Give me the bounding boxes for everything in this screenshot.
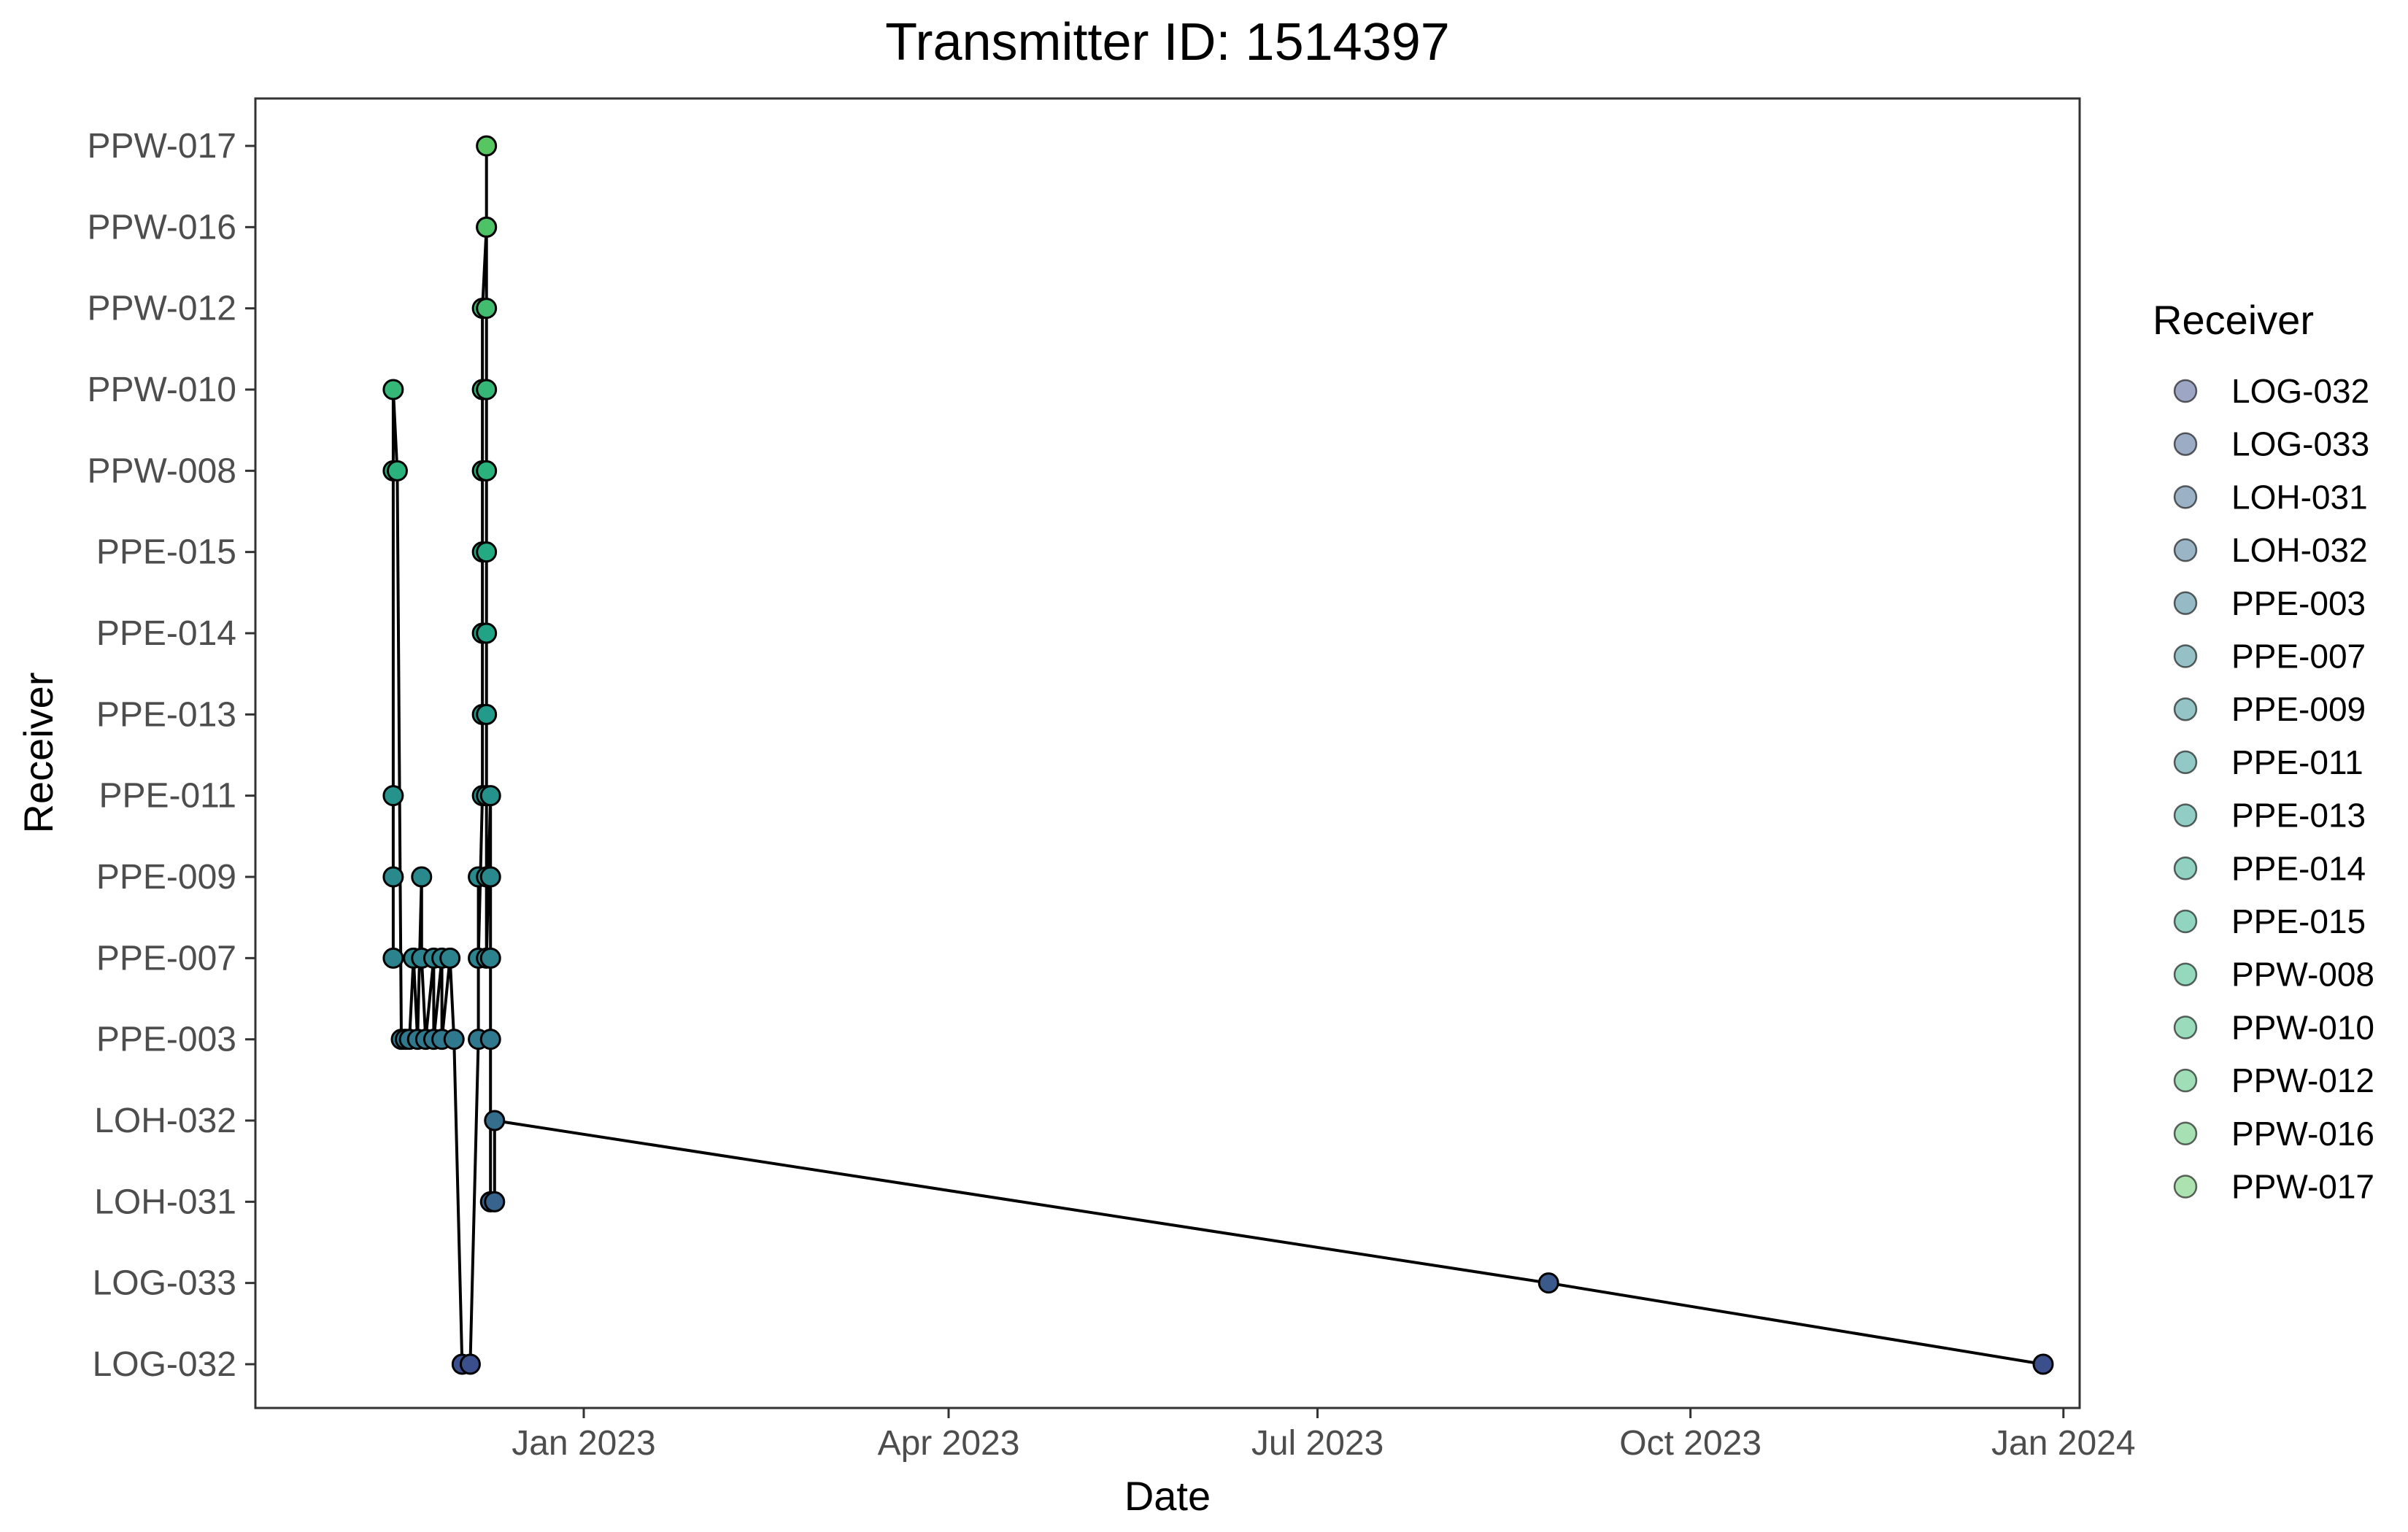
x-tick-label: Apr 2023	[878, 1424, 1020, 1463]
y-tick-label: LOH-031	[94, 1183, 236, 1221]
y-tick-label: PPE-015	[96, 533, 236, 572]
y-tick-label: PPE-013	[96, 695, 236, 734]
data-point	[476, 298, 498, 320]
legend-label: PPE-015	[2231, 902, 2366, 940]
plot-area: LOG-032 LOG-033 LOH-031 LOH-032 PPE-003 PPE-0…	[87, 97, 2136, 1463]
legend-key	[2173, 750, 2198, 775]
x-tick-label: Jul 2023	[1251, 1424, 1384, 1463]
data-point	[476, 622, 498, 644]
data-point	[382, 785, 404, 807]
data-point	[479, 866, 501, 888]
y-tick-label: PPE-009	[96, 858, 236, 897]
y-tick-label: PPW-012	[87, 290, 236, 328]
data-point	[459, 1353, 481, 1375]
x-axis: Jan 2023 Apr 2023 Jul 2023 Oct 2023 Jan 2024	[512, 1408, 2136, 1463]
legend-label: PPE-009	[2231, 690, 2366, 728]
y-tick-label: PPE-011	[99, 777, 236, 816]
legend-label: PPE-003	[2231, 584, 2366, 622]
legend: Receiver LOG-032 LOG-033 LOH-031 LOH-032 PPE…	[2153, 297, 2374, 1206]
legend-key	[2173, 379, 2198, 403]
y-tick-label: PPW-017	[87, 127, 236, 166]
legend-key	[2173, 909, 2198, 934]
legend-label: LOH-031	[2231, 478, 2368, 516]
legend-key	[2173, 591, 2198, 616]
data-point	[476, 703, 498, 725]
data-point	[386, 460, 408, 481]
plot-panel	[254, 97, 2081, 1409]
legend-title: Receiver	[2153, 297, 2314, 343]
legend-label: PPW-016	[2231, 1115, 2374, 1153]
x-tick-label: Jan 2024	[1991, 1424, 2136, 1463]
y-tick-label: PPW-008	[87, 452, 236, 490]
data-point	[411, 866, 433, 888]
legend-label: PPE-014	[2231, 849, 2366, 887]
legend-label: PPE-011	[2231, 743, 2363, 781]
y-tick-label: LOG-033	[93, 1264, 236, 1303]
legend-key	[2173, 856, 2198, 881]
y-tick-label: PPE-003	[96, 1021, 236, 1059]
legend-label: LOH-032	[2231, 531, 2368, 569]
legend-key	[2173, 538, 2198, 562]
data-point	[476, 379, 498, 401]
legend-label: PPW-008	[2231, 956, 2374, 994]
legend-label: PPW-012	[2231, 1061, 2374, 1099]
legend-key	[2173, 1175, 2198, 1199]
legend-key	[2173, 644, 2198, 668]
legend-label: LOG-033	[2231, 425, 2369, 463]
legend-key	[2173, 1015, 2198, 1040]
data-point	[476, 541, 498, 563]
data-point	[382, 947, 404, 969]
legend-label: PPW-017	[2231, 1168, 2374, 1206]
data-point	[484, 1110, 506, 1131]
legend-key	[2173, 1121, 2198, 1146]
y-axis-title: Receiver	[15, 673, 61, 834]
data-point	[443, 1029, 465, 1051]
data-point	[476, 460, 498, 481]
y-tick-label: PPW-010	[87, 371, 236, 409]
y-tick-label: PPW-016	[87, 208, 236, 247]
legend-key	[2173, 962, 2198, 986]
legend-key	[2173, 432, 2198, 456]
data-point	[479, 1029, 501, 1051]
y-tick-label: PPE-007	[96, 939, 236, 978]
x-tick-label: Jan 2023	[512, 1424, 656, 1463]
y-tick-label: PPE-014	[96, 614, 236, 653]
data-point	[479, 947, 501, 969]
data-point	[476, 135, 498, 157]
legend-key	[2173, 803, 2198, 827]
legend-key	[2173, 1068, 2198, 1093]
data-point	[476, 216, 498, 238]
legend-key	[2173, 697, 2198, 721]
data-point	[2032, 1353, 2054, 1375]
x-axis-title: Date	[1124, 1473, 1211, 1519]
legend-label: PPW-010	[2231, 1008, 2374, 1046]
y-axis: LOG-032 LOG-033 LOH-031 LOH-032 PPE-003 PPE-0…	[87, 127, 255, 1384]
chart-title: Transmitter ID: 1514397	[885, 13, 1450, 71]
legend-label: LOG-032	[2231, 372, 2369, 410]
y-tick-label: LOH-032	[94, 1102, 236, 1140]
data-point	[484, 1191, 506, 1212]
data-point	[439, 947, 461, 969]
data-point	[479, 785, 501, 807]
legend-label: PPE-007	[2231, 638, 2366, 676]
x-tick-label: Oct 2023	[1619, 1424, 1761, 1463]
legend-label: PPE-013	[2231, 797, 2366, 835]
series-points-group	[382, 135, 2054, 1375]
legend-key	[2173, 485, 2198, 509]
data-point	[382, 866, 404, 888]
data-point	[382, 379, 404, 401]
y-tick-label: LOG-032	[93, 1345, 236, 1384]
data-point	[1537, 1272, 1559, 1294]
